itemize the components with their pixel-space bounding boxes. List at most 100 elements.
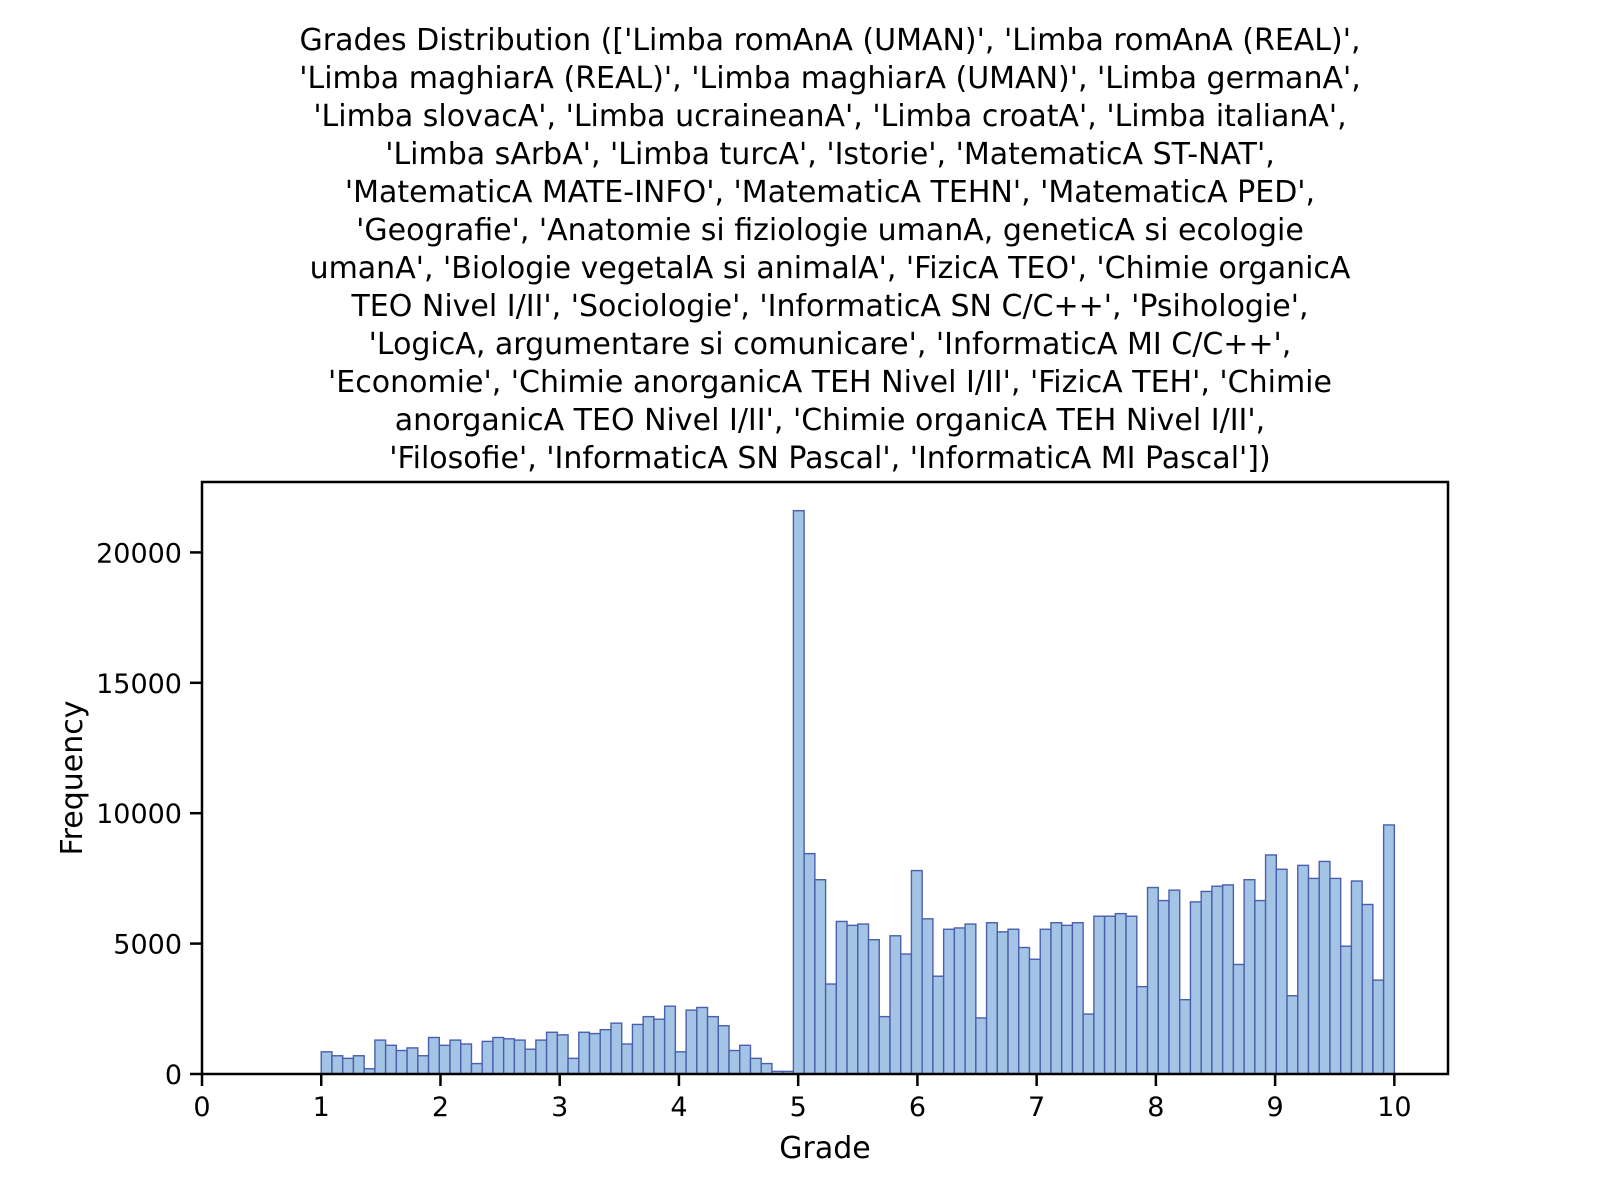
x-axis: 0 1 2 3 4 5 6 7 8 9 10 <box>193 1074 1412 1123</box>
histogram-bar <box>1050 922 1063 1075</box>
histogram-bar <box>535 1039 548 1075</box>
histogram-bar <box>1200 890 1213 1075</box>
x-tick-label: 0 <box>193 1092 210 1123</box>
chart-title-line: anorganicA TEO Nivel I/II', 'Chimie orga… <box>394 403 1266 438</box>
chart-title-line: TEO Nivel I/II', 'Sociologie', 'Informat… <box>351 289 1309 324</box>
histogram-bar <box>1060 924 1074 1075</box>
histogram-bar <box>910 869 923 1075</box>
x-axis-label: Grade <box>779 1131 870 1166</box>
chart-title: Grades Distribution (['Limba romAnA (UMA… <box>160 22 1500 478</box>
histogram-bar <box>502 1038 516 1075</box>
histogram-bar <box>674 1051 687 1075</box>
histogram-bar <box>578 1031 591 1075</box>
histogram-bar <box>878 1015 891 1075</box>
histogram-bar <box>384 1044 398 1075</box>
histogram-bar <box>1307 877 1320 1075</box>
histogram-bar <box>395 1049 408 1075</box>
histogram-bar <box>1007 928 1020 1075</box>
histogram-bar <box>449 1039 462 1075</box>
histogram-bar <box>1211 885 1224 1075</box>
histogram-bar <box>846 924 859 1075</box>
histogram-bar <box>481 1040 494 1075</box>
chart-title-line: 'Economie', 'Chimie anorganicA TEH Nivel… <box>328 365 1332 400</box>
histogram-bar <box>1114 912 1127 1075</box>
histogram-bar <box>1372 979 1385 1075</box>
histogram-bar <box>524 1048 537 1075</box>
histogram-bar <box>803 852 816 1075</box>
histogram-bar <box>728 1049 741 1075</box>
histogram-bar <box>760 1062 773 1075</box>
chart-title-line: 'Limba slovacA', 'Limba ucraineanA', 'Li… <box>313 99 1347 134</box>
y-tick-label: 10000 <box>96 799 182 830</box>
histogram-bar <box>1286 995 1299 1075</box>
x-tick-label: 7 <box>1028 1092 1045 1123</box>
y-tick-label: 0 <box>165 1060 182 1091</box>
histogram-bar <box>1318 860 1331 1075</box>
histogram-bar <box>717 1025 730 1075</box>
x-tick-label: 10 <box>1377 1092 1411 1123</box>
histogram-bar <box>921 918 934 1075</box>
histogram-bar <box>835 920 848 1075</box>
histogram-bar <box>932 975 945 1075</box>
y-tick-label: 15000 <box>96 669 182 700</box>
chart-title-line: 'LogicA, argumentare si comunicare', 'In… <box>368 327 1292 362</box>
histogram-bar <box>567 1057 580 1075</box>
x-tick-label: 5 <box>790 1092 807 1123</box>
chart-title-line: Grades Distribution (['Limba romAnA (UMA… <box>299 23 1361 58</box>
x-tick-label: 6 <box>909 1092 926 1123</box>
x-tick-label: 1 <box>313 1092 330 1123</box>
histogram-bar <box>374 1039 387 1075</box>
histogram-bar <box>1082 1013 1095 1075</box>
y-tick-label: 5000 <box>113 930 182 961</box>
histogram-bar <box>824 983 838 1075</box>
x-tick-label: 9 <box>1267 1092 1284 1123</box>
chart-title-line: 'Filosofie', 'InformaticA SN Pascal', 'I… <box>389 441 1271 476</box>
histogram-bar <box>857 923 870 1075</box>
histogram-bar <box>1329 877 1342 1075</box>
histogram-bar <box>545 1031 559 1075</box>
y-axis-label: Frequency <box>55 701 90 856</box>
histogram-bar <box>996 931 1009 1075</box>
histogram-bar <box>1136 985 1149 1075</box>
chart-title-line: 'Geografie', 'Anatomie si fiziologie uma… <box>356 213 1304 248</box>
histogram-bar <box>1028 958 1041 1075</box>
histogram-bar <box>1361 903 1374 1075</box>
histogram-bar <box>1018 946 1031 1075</box>
histogram-bar <box>492 1036 505 1075</box>
histogram-bar <box>792 509 805 1075</box>
chart-title-line: umanA', 'Biologie vegetalA si animalA', … <box>309 251 1351 286</box>
histogram-bar <box>417 1055 430 1075</box>
histogram-bar <box>653 1018 666 1075</box>
histogram-bar <box>867 938 880 1075</box>
histogram-bar <box>706 1015 719 1075</box>
histogram-bar <box>1243 879 1256 1075</box>
histogram-bar <box>814 879 827 1075</box>
histogram-bar <box>1039 928 1052 1075</box>
y-axis: 0 5000 10000 15000 20000 <box>96 538 202 1091</box>
x-tick-label: 2 <box>432 1092 449 1123</box>
chart-title-line: 'Limba maghiarA (REAL)', 'Limba maghiarA… <box>299 61 1361 96</box>
histogram-bar <box>331 1055 344 1075</box>
histogram-bar <box>460 1043 473 1075</box>
histogram-bar <box>889 935 902 1075</box>
histogram-bar <box>1071 922 1084 1075</box>
histogram-bar <box>663 1005 677 1075</box>
histogram-bar <box>621 1043 634 1075</box>
histogram-bar <box>427 1036 440 1075</box>
histogram-bar <box>1339 945 1353 1075</box>
histogram-bar <box>1297 864 1310 1075</box>
histogram-bar <box>964 923 977 1075</box>
plot-frame <box>200 480 1450 1076</box>
x-tick-label: 4 <box>670 1092 687 1123</box>
histogram-bar <box>739 1044 752 1075</box>
histogram-bar <box>1254 899 1267 1075</box>
histogram-bar <box>610 1022 623 1075</box>
histogram-bar <box>352 1055 365 1075</box>
histogram-bar <box>1179 998 1192 1075</box>
x-tick-label: 3 <box>551 1092 568 1123</box>
histogram-bar <box>900 953 913 1075</box>
histogram-bar <box>696 1006 709 1075</box>
histogram-bar <box>1382 824 1396 1075</box>
histogram-bar <box>953 927 966 1075</box>
